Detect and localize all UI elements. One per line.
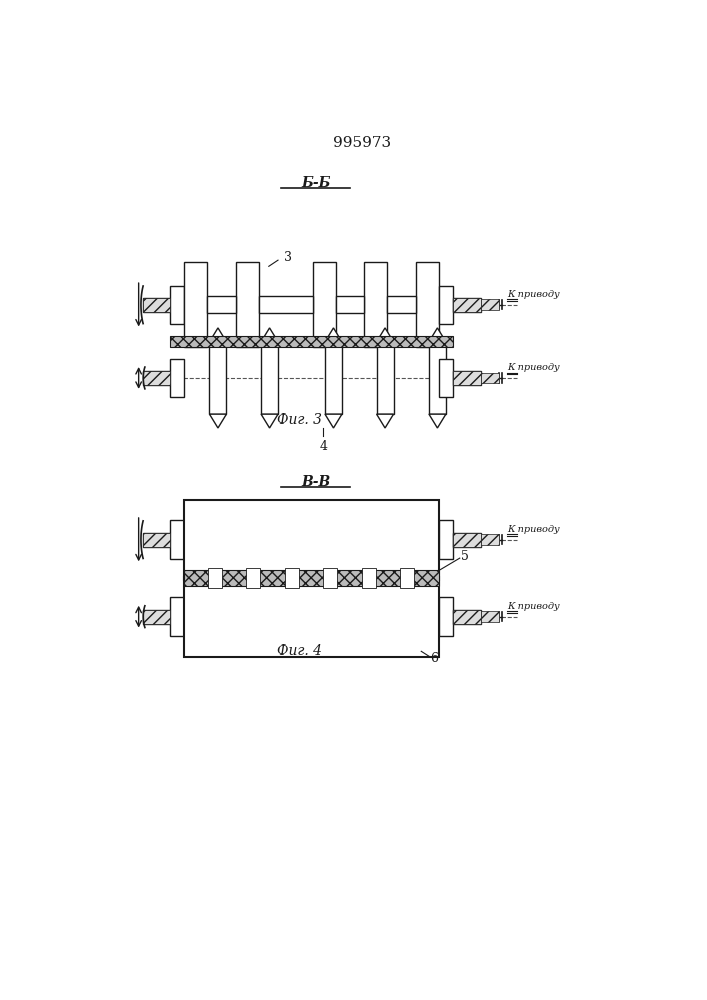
Bar bbox=[364, 262, 387, 347]
Bar bbox=[336, 296, 364, 313]
Bar bbox=[325, 341, 342, 414]
Polygon shape bbox=[209, 414, 226, 428]
Bar bbox=[312, 262, 336, 347]
Bar bbox=[439, 286, 452, 324]
Bar bbox=[439, 597, 452, 636]
Bar bbox=[143, 298, 170, 312]
Bar bbox=[208, 568, 222, 588]
Bar bbox=[170, 359, 184, 397]
Bar bbox=[439, 359, 452, 397]
Text: К приводу: К приводу bbox=[508, 290, 560, 299]
Bar bbox=[259, 296, 312, 313]
Polygon shape bbox=[377, 328, 394, 342]
Bar bbox=[452, 371, 481, 385]
Bar bbox=[481, 611, 499, 622]
Bar bbox=[143, 533, 170, 547]
Bar bbox=[481, 534, 499, 545]
Polygon shape bbox=[429, 328, 446, 342]
Text: Фиг. 3: Фиг. 3 bbox=[277, 413, 322, 427]
Bar bbox=[324, 568, 337, 588]
Text: 3: 3 bbox=[284, 251, 292, 264]
Bar bbox=[247, 568, 260, 588]
Text: Фиг. 4: Фиг. 4 bbox=[277, 644, 322, 658]
Polygon shape bbox=[261, 414, 278, 428]
Bar bbox=[143, 371, 170, 385]
Bar bbox=[416, 262, 439, 347]
Bar bbox=[261, 341, 278, 414]
Bar bbox=[452, 298, 481, 312]
Text: К приводу: К приводу bbox=[508, 525, 560, 534]
Text: К приводу: К приводу bbox=[508, 363, 560, 372]
Bar bbox=[184, 262, 207, 347]
Bar bbox=[170, 520, 184, 559]
Bar bbox=[170, 597, 184, 636]
Text: 5: 5 bbox=[461, 550, 469, 563]
Bar bbox=[285, 568, 299, 588]
Polygon shape bbox=[429, 414, 446, 428]
Bar bbox=[400, 568, 414, 588]
Bar bbox=[452, 610, 481, 624]
Text: 995973: 995973 bbox=[333, 136, 391, 150]
Polygon shape bbox=[209, 328, 226, 342]
Bar bbox=[235, 262, 259, 347]
Bar bbox=[377, 341, 394, 414]
Polygon shape bbox=[325, 414, 342, 428]
Bar bbox=[452, 371, 481, 385]
Bar bbox=[452, 533, 481, 547]
Text: В-В: В-В bbox=[301, 475, 330, 489]
Text: Б-Б: Б-Б bbox=[301, 176, 330, 190]
Bar bbox=[143, 533, 170, 547]
Bar bbox=[143, 610, 170, 624]
Text: 6: 6 bbox=[431, 652, 438, 666]
Bar bbox=[184, 570, 439, 586]
Bar bbox=[209, 341, 226, 414]
Bar bbox=[429, 341, 446, 414]
Bar bbox=[452, 298, 481, 312]
Bar bbox=[362, 568, 376, 588]
Bar bbox=[452, 533, 481, 547]
Bar bbox=[452, 610, 481, 624]
Bar bbox=[170, 336, 452, 347]
Text: К приводу: К приводу bbox=[508, 602, 560, 611]
Bar bbox=[481, 373, 499, 383]
Bar bbox=[387, 296, 416, 313]
Bar bbox=[439, 520, 452, 559]
Bar bbox=[170, 286, 184, 324]
Bar bbox=[143, 298, 170, 312]
Bar bbox=[143, 371, 170, 385]
Bar bbox=[481, 299, 499, 310]
Bar bbox=[184, 500, 439, 580]
Text: 4: 4 bbox=[320, 440, 327, 453]
Polygon shape bbox=[377, 414, 394, 428]
Polygon shape bbox=[325, 328, 342, 342]
Bar bbox=[184, 577, 439, 657]
Polygon shape bbox=[261, 328, 278, 342]
Bar bbox=[143, 610, 170, 624]
Bar bbox=[207, 296, 235, 313]
